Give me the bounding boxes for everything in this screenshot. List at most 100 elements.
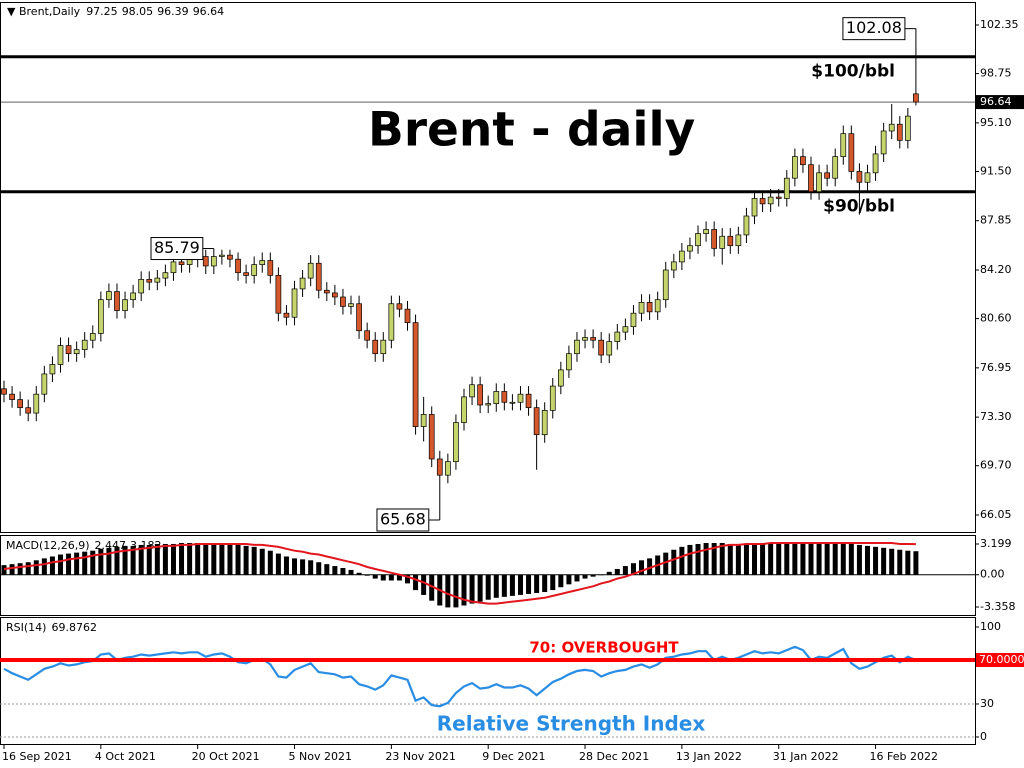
candle-body <box>9 393 15 400</box>
macd-bar <box>574 574 580 582</box>
candle-body <box>541 410 548 436</box>
macd-bar <box>703 543 709 575</box>
macd-bar <box>235 544 241 575</box>
macd-bar <box>364 574 370 576</box>
candle-body <box>97 299 104 334</box>
macd-bar <box>856 544 862 575</box>
macd-bar <box>33 560 39 575</box>
candle-body <box>646 302 653 313</box>
candle-body <box>219 254 225 257</box>
y-tick-label: 66.05 <box>980 508 1012 521</box>
macd-bar <box>267 550 273 575</box>
candle-body <box>436 458 443 476</box>
y-tick-label: 73.30 <box>980 410 1012 423</box>
annotation-label: 102.08 <box>846 18 902 37</box>
candle-body <box>808 164 814 193</box>
macd-bar <box>90 550 96 575</box>
macd-bar <box>864 545 870 575</box>
macd-bar <box>251 546 257 575</box>
macd-bar <box>98 548 104 575</box>
candle-body <box>17 399 23 409</box>
candle-body <box>356 303 362 332</box>
candle-body <box>235 258 241 274</box>
candle-body <box>428 414 435 460</box>
candle-body <box>888 123 895 132</box>
y-tick-label: 100 <box>980 620 1001 633</box>
x-tick-label: 16 Sep 2021 <box>2 750 72 763</box>
candle-body <box>606 341 613 356</box>
x-tick-label: 16 Feb 2022 <box>870 750 938 763</box>
signal-line <box>3 542 916 605</box>
macd-bar <box>316 562 322 575</box>
y-tick-label: 30 <box>980 697 994 710</box>
candle-body <box>582 337 588 341</box>
candle-body <box>259 260 266 265</box>
macd-bar <box>663 552 669 575</box>
macd-bar <box>130 545 136 575</box>
candle-body <box>703 229 709 234</box>
candle-body <box>469 384 475 398</box>
candle-body <box>453 422 459 463</box>
candle-body <box>654 299 661 313</box>
candle-body <box>130 292 136 301</box>
rsi-header: RSI(14) 69.8762 <box>6 621 97 634</box>
macd-bar <box>582 574 588 579</box>
candle-body <box>864 172 871 183</box>
symbol-header: ▼ Brent,Daily 97.25 98.05 96.39 96.64 <box>7 5 224 18</box>
candle-body <box>114 291 120 311</box>
candle-body <box>89 333 96 341</box>
macd-bar <box>300 559 306 575</box>
candle-body <box>461 396 467 423</box>
y-tick-label: 91.50 <box>980 164 1012 177</box>
candle-body <box>138 279 145 294</box>
macd-bar <box>413 574 419 591</box>
macd-bar <box>550 574 556 591</box>
candle-body <box>557 369 564 387</box>
overbought-text: 70: OVERBOUGHT <box>529 639 679 657</box>
macd-bar <box>469 574 475 604</box>
candle-body <box>340 296 346 307</box>
candle-body <box>299 277 306 290</box>
candle-body <box>49 364 56 375</box>
macd-bar <box>824 543 830 575</box>
macd-bar <box>162 543 168 575</box>
macd-bar <box>348 569 354 575</box>
macd-bar <box>461 574 467 606</box>
macd-bar <box>211 543 217 575</box>
candle-body <box>743 215 750 236</box>
macd-bar <box>49 556 55 575</box>
y-tick-label: 98.75 <box>980 67 1012 80</box>
macd-bar <box>187 543 193 575</box>
candle-body <box>719 235 726 249</box>
candle-body <box>445 461 451 476</box>
candle-body <box>283 312 290 318</box>
candle-body <box>57 345 64 365</box>
macd-bar <box>848 543 854 575</box>
candle-body <box>630 312 637 328</box>
y-tick-label: 3.199 <box>980 537 1012 550</box>
candle-body <box>816 172 822 193</box>
macd-bar <box>219 543 225 575</box>
macd-bar <box>380 574 386 581</box>
candle-body <box>81 339 88 350</box>
macd-bar <box>832 543 838 575</box>
candle-body <box>404 308 411 323</box>
price-level-label: $100/bbl <box>811 62 895 82</box>
y-tick-label: -3.358 <box>980 600 1015 613</box>
macd-bar <box>792 542 798 575</box>
macd-bar <box>776 543 782 575</box>
candle-body <box>227 254 233 260</box>
candle-body <box>638 302 645 314</box>
macd-bar <box>66 553 72 575</box>
macd-bar <box>227 543 233 575</box>
macd-bar <box>25 562 31 575</box>
macd-bar <box>889 548 895 575</box>
x-tick-label: 9 Dec 2021 <box>482 750 545 763</box>
macd-bar <box>647 558 653 575</box>
candle-body <box>146 279 153 283</box>
candle-body <box>792 156 798 179</box>
macd-bar <box>727 543 733 575</box>
y-tick-label: 0 <box>980 730 987 743</box>
candle-body <box>243 272 249 276</box>
